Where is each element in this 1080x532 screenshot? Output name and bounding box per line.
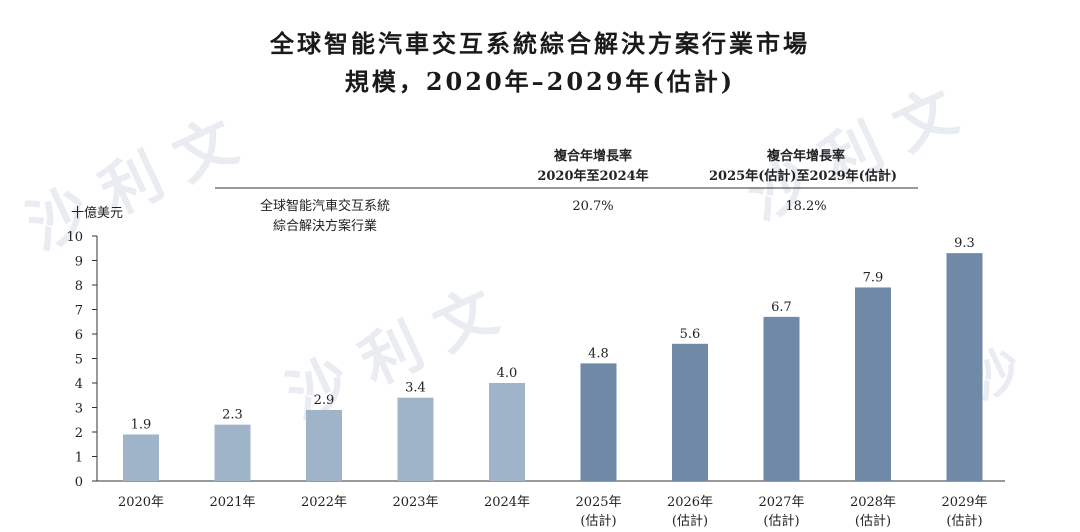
series-label-line1: 全球智能汽車交互系統	[260, 198, 390, 214]
x-tick-label: 2022年	[301, 495, 347, 510]
series-label-line2: 綜合解決方案行業	[273, 218, 377, 234]
cagr1-header-line1: 複合年增長率	[553, 148, 632, 164]
y-axis-unit: 十億美元	[71, 205, 123, 221]
y-tick-label: 1	[75, 451, 83, 466]
bar	[946, 253, 983, 481]
bar	[397, 397, 434, 481]
x-tick-sublabel: (估計)	[763, 513, 799, 529]
bars: 1.9 2.3 2.9 3.4 4.0 4.8 5.6 6.7 7.9 9.3	[123, 236, 983, 481]
x-tick-sublabel: (估計)	[672, 513, 708, 529]
x-tick-label: 2023年	[392, 495, 438, 510]
bar-value-label: 1.9	[131, 417, 152, 432]
bar-value-label: 7.9	[863, 270, 884, 285]
cagr2-header-line1: 複合年增長率	[766, 148, 845, 164]
bar-value-label: 2.3	[222, 408, 243, 423]
x-tick-label: 2027年	[758, 495, 804, 510]
y-tick-label: 10	[66, 230, 83, 245]
bar	[855, 287, 891, 481]
bar-value-label: 4.8	[588, 346, 609, 361]
bar	[672, 343, 708, 481]
y-tick-label: 9	[75, 255, 83, 270]
bar-value-label: 5.6	[680, 327, 701, 342]
chart-title-line2: 規模，2020年–2029年(估計)	[345, 67, 735, 96]
x-tick-label: 2021年	[209, 495, 255, 510]
bar-value-label: 2.9	[314, 393, 335, 408]
x-tick-label: 2020年	[118, 495, 164, 510]
x-tick-label: 2025年	[575, 495, 621, 510]
x-tick-sublabel: (估計)	[580, 513, 616, 529]
y-tick-label: 4	[75, 377, 83, 392]
x-tick-label: 2029年	[941, 495, 987, 510]
x-labels: 2020年 2021年 2022年 2023年 2024年 2025年 (估計) 2026年 (…	[118, 495, 988, 529]
bar	[214, 424, 251, 481]
x-tick-label: 2024年	[484, 495, 530, 510]
bar-value-label: 9.3	[954, 236, 975, 251]
y-tick-label: 6	[75, 328, 83, 343]
x-tick-sublabel: (估計)	[855, 513, 891, 529]
y-tick-label: 7	[75, 304, 83, 319]
svg-text:沙 利 文: 沙 利 文	[17, 106, 248, 263]
bar	[123, 434, 159, 481]
y-tick-label: 3	[75, 402, 83, 417]
bar	[306, 409, 342, 481]
bar-value-label: 4.0	[497, 366, 518, 381]
x-tick-sublabel: (估計)	[946, 513, 982, 529]
cagr2-header-line2: 2025年(估計)至2029年(估計)	[709, 168, 897, 184]
bar-value-label: 3.4	[405, 381, 426, 396]
bar-value-label: 6.7	[771, 300, 792, 315]
x-tick-label: 2028年	[850, 495, 896, 510]
y-tick-label: 2	[75, 426, 83, 441]
cagr1-value: 20.7%	[572, 199, 613, 214]
y-tick-label: 8	[75, 279, 83, 294]
y-ticks: 0 1 2 3 4 5 6 7 8 9 10	[66, 230, 97, 490]
y-tick-label: 5	[75, 353, 83, 368]
x-tick-label: 2026年	[667, 495, 713, 510]
cagr1-header-line2: 2020年至2024年	[537, 168, 648, 184]
bar	[763, 316, 800, 481]
bar	[489, 383, 525, 481]
cagr2-value: 18.2%	[785, 199, 826, 214]
chart-title-line1: 全球智能汽車交互系統綜合解決方案行業市場	[269, 29, 810, 58]
bar	[580, 363, 617, 481]
y-tick-label: 0	[75, 475, 83, 490]
